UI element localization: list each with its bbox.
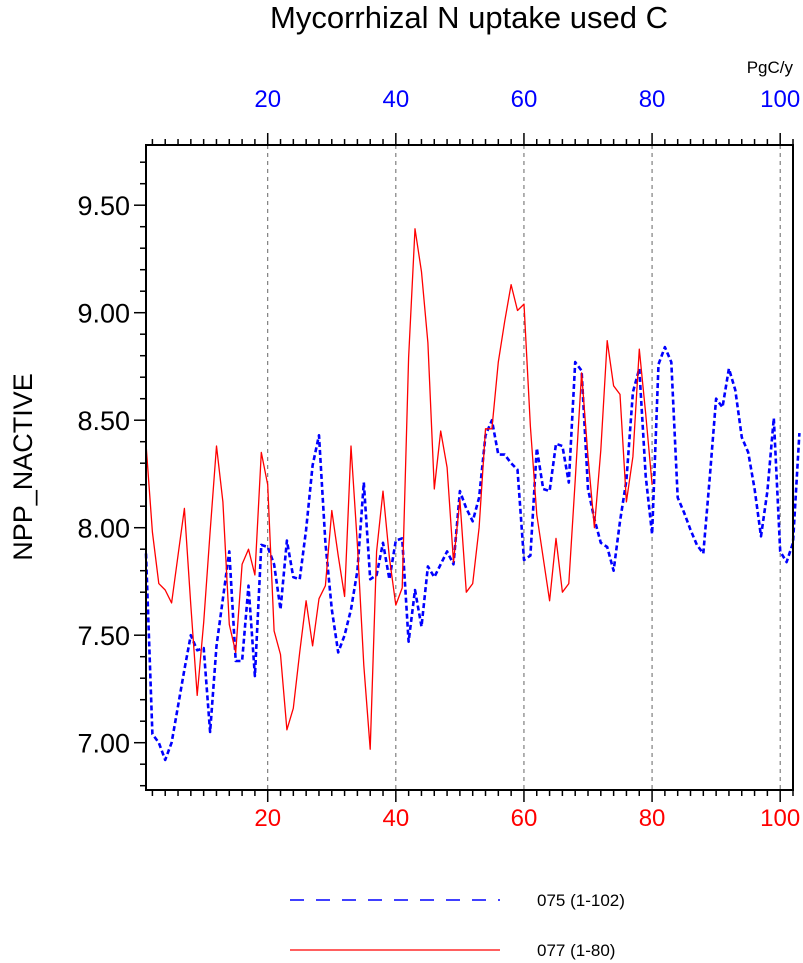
y-tick-label: 7.50: [77, 621, 130, 651]
top-tick-label: 100: [760, 86, 800, 113]
top-tick-label: 80: [639, 86, 666, 113]
grid-lines: [267, 145, 781, 790]
bottom-tick-label: 100: [760, 805, 800, 832]
bottom-tick-label: 20: [254, 805, 281, 832]
y-tick-label: 8.00: [77, 514, 130, 544]
bottom-tick-label: 60: [511, 805, 538, 832]
legend: 075 (1-102) 077 (1-80): [290, 891, 625, 960]
top-tick-label: 60: [511, 86, 538, 113]
series-lines: [144, 228, 801, 762]
y-tick-label: 9.00: [77, 299, 130, 329]
top-tick-label: 20: [254, 86, 281, 113]
series-line-1: [145, 228, 653, 750]
top-tick-label: 40: [382, 86, 409, 113]
bottom-tick-label: 40: [382, 805, 409, 832]
tick-labels: 7.00 7.50 8.00 8.50 9.00 9.50 20 40 60 80 100 20 40 6…: [77, 86, 800, 832]
plot-frame: [145, 144, 794, 791]
bottom-tick-label: 80: [639, 805, 666, 832]
chart-title: Mycorrhizal N uptake used C: [270, 0, 668, 35]
y-tick-label: 8.50: [77, 406, 130, 436]
axis-ticks: [134, 133, 794, 802]
legend-label-0: 075 (1-102): [537, 891, 625, 910]
y-tick-label: 7.00: [77, 729, 130, 759]
top-axis-unit: PgC/y: [747, 58, 794, 77]
series-line-0: [144, 345, 801, 762]
y-tick-label: 9.50: [77, 191, 130, 221]
y-axis-label: NPP_NACTIVE: [8, 373, 38, 561]
legend-label-1: 077 (1-80): [537, 941, 615, 960]
